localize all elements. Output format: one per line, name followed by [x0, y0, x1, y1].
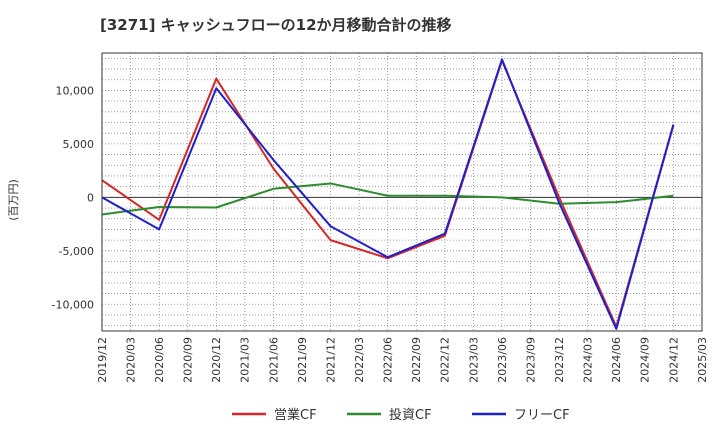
x-tick-label: 2021/09: [296, 337, 309, 383]
x-tick-label: 2024/03: [582, 337, 595, 383]
chart-title: [3271] キャッシュフローの12か月移動合計の推移: [100, 16, 452, 34]
y-tick-label: 10,000: [56, 84, 95, 97]
x-tick-label: 2022/03: [353, 337, 366, 383]
x-tick-label: 2022/06: [382, 337, 395, 383]
x-tick-label: 2024/09: [639, 337, 652, 383]
series-line-営業CF: [101, 59, 675, 328]
y-axis-label: (百万円): [7, 179, 20, 221]
y-tick-labels: 10,000 5,000 0 -5,000 -10,000: [52, 84, 94, 311]
x-tick-label: 2023/12: [553, 337, 566, 383]
legend-label: 営業CF: [274, 407, 317, 423]
x-tick-label: 2023/06: [496, 337, 509, 383]
series-line-フリーCF: [101, 58, 675, 330]
y-tick-label: -5,000: [59, 245, 94, 258]
x-tick-label: 2023/03: [467, 337, 480, 383]
grid: [102, 53, 702, 331]
series-layer: [101, 58, 675, 330]
x-tick-label: 2020/09: [182, 337, 195, 383]
x-tick-label: 2024/12: [667, 337, 680, 383]
x-tick-label: 2020/06: [153, 337, 166, 383]
x-tick-labels: 2019/12 2020/03 2020/06 2020/09 2020/12 2021/…: [96, 337, 709, 383]
x-tick-label: 2021/03: [239, 337, 252, 383]
x-tick-label: 2023/09: [524, 337, 537, 383]
x-tick-label: 2025/03: [696, 337, 709, 383]
plot-frame: [101, 52, 703, 332]
y-tick-label: -10,000: [52, 298, 94, 311]
x-tick-label: 2020/12: [210, 337, 223, 383]
x-tick-label: 2020/03: [124, 337, 137, 383]
legend: 営業CF 投資CF フリーCF: [232, 407, 570, 423]
x-tick-label: 2021/12: [324, 337, 337, 383]
x-tick-label: 2019/12: [96, 337, 109, 383]
x-tick-label: 2021/06: [267, 337, 280, 383]
x-tick-label: 2022/09: [410, 337, 423, 383]
legend-label: フリーCF: [514, 408, 570, 423]
legend-label: 投資CF: [389, 407, 432, 423]
x-tick-label: 2022/12: [439, 337, 452, 383]
x-tick-label: 2024/06: [610, 337, 623, 383]
y-tick-label: 5,000: [63, 138, 95, 151]
series-line-投資CF: [101, 182, 674, 216]
y-tick-label: 0: [87, 191, 94, 204]
